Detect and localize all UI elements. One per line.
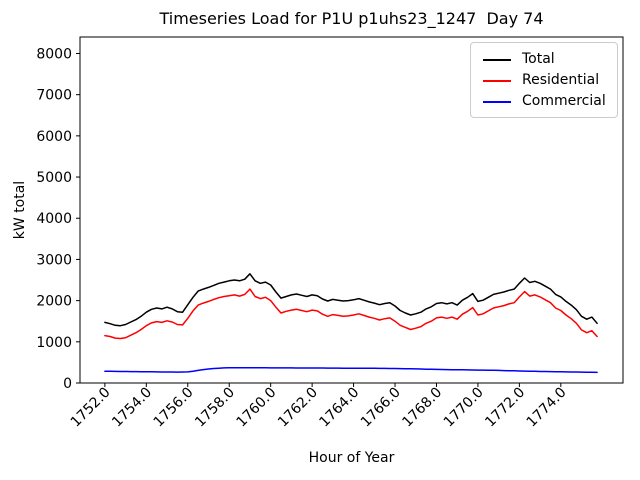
legend-label-residential: Residential xyxy=(522,72,600,88)
y-tick-label: 8000 xyxy=(36,46,72,62)
legend-line-sample-total xyxy=(483,58,511,61)
x-tick-label: 1770.0 xyxy=(441,385,487,431)
legend-label-total: Total xyxy=(522,51,555,67)
series-line-commercial xyxy=(104,367,598,374)
y-tick-label: 4000 xyxy=(36,211,72,227)
y-tick-label: 0 xyxy=(63,376,72,392)
y-tick-label: 7000 xyxy=(36,88,72,104)
y-tick-label: 1000 xyxy=(36,335,72,351)
legend-item-residential: Residential xyxy=(483,70,617,91)
x-tick-label: 1772.0 xyxy=(482,385,528,431)
y-tick-label: 2000 xyxy=(36,294,72,310)
legend: Total Residential Commercial xyxy=(470,42,618,118)
legend-item-total: Total xyxy=(483,49,617,70)
legend-label-commercial: Commercial xyxy=(522,93,606,109)
y-tick-label: 6000 xyxy=(36,129,72,145)
series-line-total xyxy=(104,273,598,327)
legend-item-commercial: Commercial xyxy=(483,91,617,112)
legend-line-sample-residential xyxy=(483,79,511,82)
x-tick-label: 1760.0 xyxy=(234,385,280,431)
x-tick-label: 1774.0 xyxy=(524,385,570,431)
chart-title: Timeseries Load for P1U p1uhs23_1247 Day… xyxy=(159,9,544,28)
x-tick-label: 1762.0 xyxy=(275,385,321,431)
x-tick-label: 1752.0 xyxy=(68,385,114,431)
legend-line-sample-commercial xyxy=(483,100,511,103)
y-tick-label: 5000 xyxy=(36,170,72,186)
x-axis-label: Hour of Year xyxy=(308,450,395,466)
series-line-residential xyxy=(104,288,598,340)
plot-border xyxy=(79,36,624,384)
x-tick-label: 1756.0 xyxy=(151,385,197,431)
x-tick-label: 1766.0 xyxy=(358,385,404,431)
x-tick-label: 1764.0 xyxy=(316,385,362,431)
x-tick-label: 1754.0 xyxy=(109,385,155,431)
x-tick-label: 1768.0 xyxy=(399,385,445,431)
y-tick-label: 3000 xyxy=(36,252,72,268)
x-tick-label: 1758.0 xyxy=(192,385,238,431)
